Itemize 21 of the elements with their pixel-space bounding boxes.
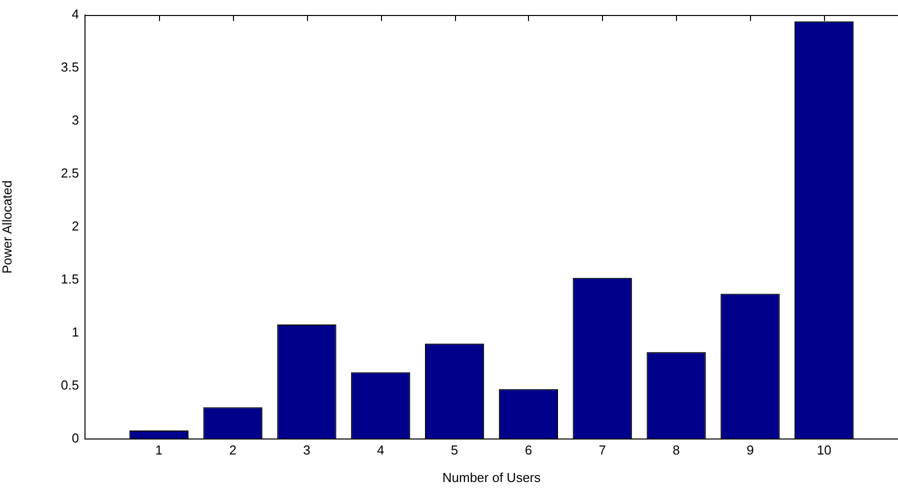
- y-tick-label: 2.5: [60, 166, 79, 181]
- y-tick-label: 3.5: [60, 60, 79, 75]
- x-axis-title: Number of Users: [442, 470, 542, 485]
- y-tick-label: 3: [72, 112, 79, 128]
- x-tick-label: 2: [229, 442, 236, 458]
- y-tick-label: 1: [72, 324, 79, 340]
- y-tick-label: 0: [72, 430, 79, 446]
- x-tick-label: 8: [672, 442, 680, 458]
- y-axis-title: Power Allocated: [0, 180, 14, 274]
- x-tick-label: 4: [377, 442, 384, 458]
- x-tick-label: 9: [746, 442, 754, 458]
- y-tick-label: 4: [72, 6, 79, 22]
- x-tick-label: 1: [155, 442, 163, 458]
- y-tick-label: 1.5: [60, 272, 79, 287]
- x-tick-label: 10: [816, 442, 832, 458]
- x-tick-label: 5: [450, 442, 458, 458]
- y-tick-label: 0.5: [60, 378, 79, 393]
- x-tick-label: 7: [598, 442, 606, 458]
- x-tick-label: 3: [303, 442, 310, 458]
- x-tick-label: 6: [524, 442, 532, 458]
- y-tick-label: 2: [72, 218, 79, 234]
